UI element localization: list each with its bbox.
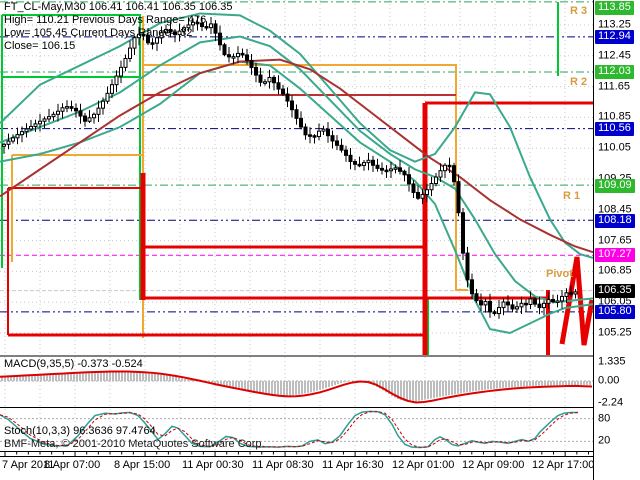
time-axis-label: 11 Apr 16:30: [322, 459, 384, 471]
pivot-level-label: R 1: [563, 190, 581, 202]
price-scale-label: -2.24: [598, 396, 624, 409]
time-axis-label: 7 Apr 2011: [2, 459, 55, 471]
pivot-level-label: R 3: [570, 5, 588, 17]
low-info-line: Low= 105.45 Current Days Range= 32: [4, 27, 193, 39]
pivot-level-label: Pivot: [546, 268, 573, 280]
price-scale-label: 113.85: [595, 1, 634, 15]
price-scale-label: 106.05: [598, 295, 632, 308]
time-axis[interactable]: 7 Apr 2011 8 Apr 07:00 8 Apr 15:00 11 Apr 0…: [0, 457, 594, 477]
price-scale-label: 110.05: [598, 141, 631, 154]
price-scale-label: 106.35: [595, 284, 635, 298]
price-scale-label: 108.18: [595, 214, 635, 228]
price-scale-label: 109.09: [595, 179, 635, 193]
price-scale-label: 107.27: [595, 248, 635, 262]
time-axis-label: 12 Apr 17:00: [532, 459, 595, 471]
price-scale-label: 108.45: [598, 203, 632, 216]
price-scale-label: 1.335: [598, 355, 626, 368]
price-scale-label: 110.85: [598, 110, 631, 123]
time-axis-label: 8 Apr 07:00: [44, 459, 101, 471]
symbol-ohlc-header: FT_CL-May,M30 106.41 106.41 106.35 106.3…: [4, 1, 233, 13]
close-info-line: Close= 106.15: [4, 40, 76, 52]
price-scale-label: 112.45: [598, 49, 631, 62]
time-axis-label: 8 Apr 15:00: [114, 459, 171, 471]
price-scale-label: 106.85: [598, 264, 632, 277]
time-axis-label: 12 Apr 01:00: [392, 459, 455, 471]
price-scale-label: 20: [598, 434, 611, 447]
time-axis-label: 12 Apr 09:00: [462, 459, 525, 471]
price-scale-label: 113.25: [598, 18, 631, 31]
price-scale-label: 80: [598, 412, 611, 425]
price-scale-label: 112.03: [595, 65, 634, 79]
price-scale-label: 111.65: [598, 80, 631, 93]
price-scale-label: 110.56: [595, 122, 634, 136]
price-scale-label: 105.80: [595, 305, 635, 319]
price-scale[interactable]: 113.85 113.25 112.94 112.45 112.03 111.65 110.…: [594, 0, 640, 480]
price-scale-label: 112.94: [595, 30, 634, 44]
price-scale-label: 107.65: [598, 234, 632, 247]
time-axis-label: 11 Apr 08:30: [252, 459, 314, 471]
high-info-line: High= 110.21 Previous Days Range= 476: [4, 14, 207, 26]
pivot-level-label: R 2: [570, 76, 588, 88]
price-scale-label: 0.00: [598, 374, 620, 387]
macd-indicator-label: MACD(9,35,5) -0.373 -0.524: [4, 358, 143, 370]
stoch-indicator-label: Stoch(10,3,3) 96.3636 97.4764: [4, 425, 156, 437]
time-axis-label: 11 Apr 00:30: [182, 459, 244, 471]
price-scale-label: 105.25: [598, 326, 632, 339]
copyright-text: BMF-Meta, © 2001-2010 MetaQuotes Softwar…: [4, 438, 265, 450]
